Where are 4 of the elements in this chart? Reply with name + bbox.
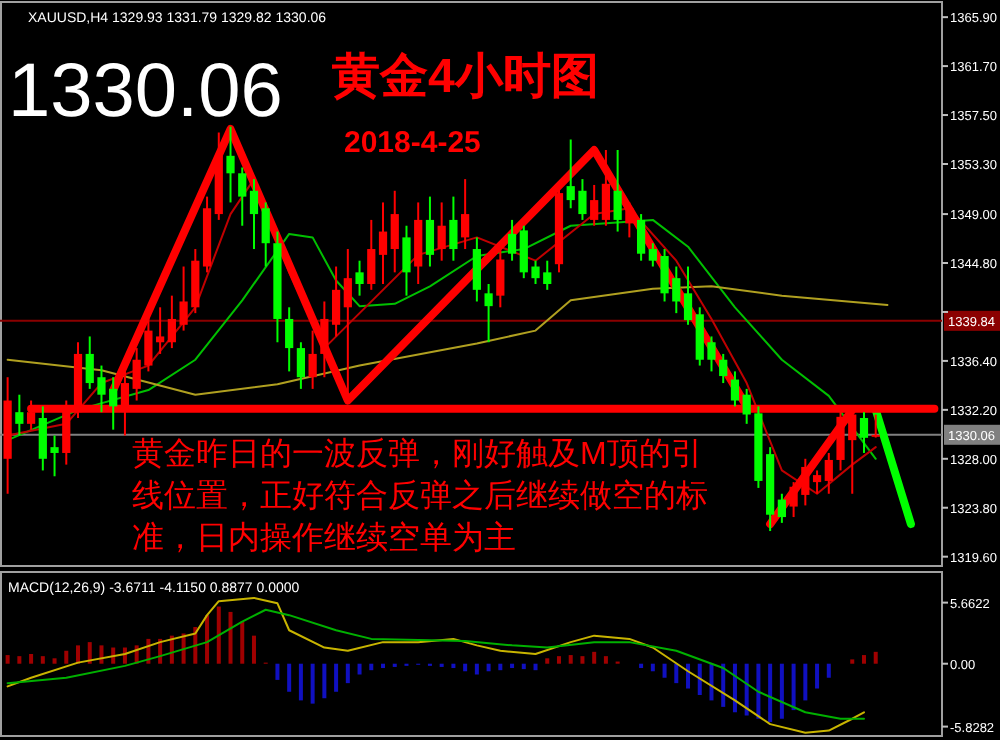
text: 黄金4小时图 <box>330 50 599 104</box>
annotation: 黄金昨日的一波反弹，刚好触及M顶的引线位置，正好符合反弹之后继续做空的标准，日内操作继续空单为主 <box>132 436 708 556</box>
annotation: 1330.06 <box>8 50 283 134</box>
text: 2018-4-25 <box>344 126 481 160</box>
